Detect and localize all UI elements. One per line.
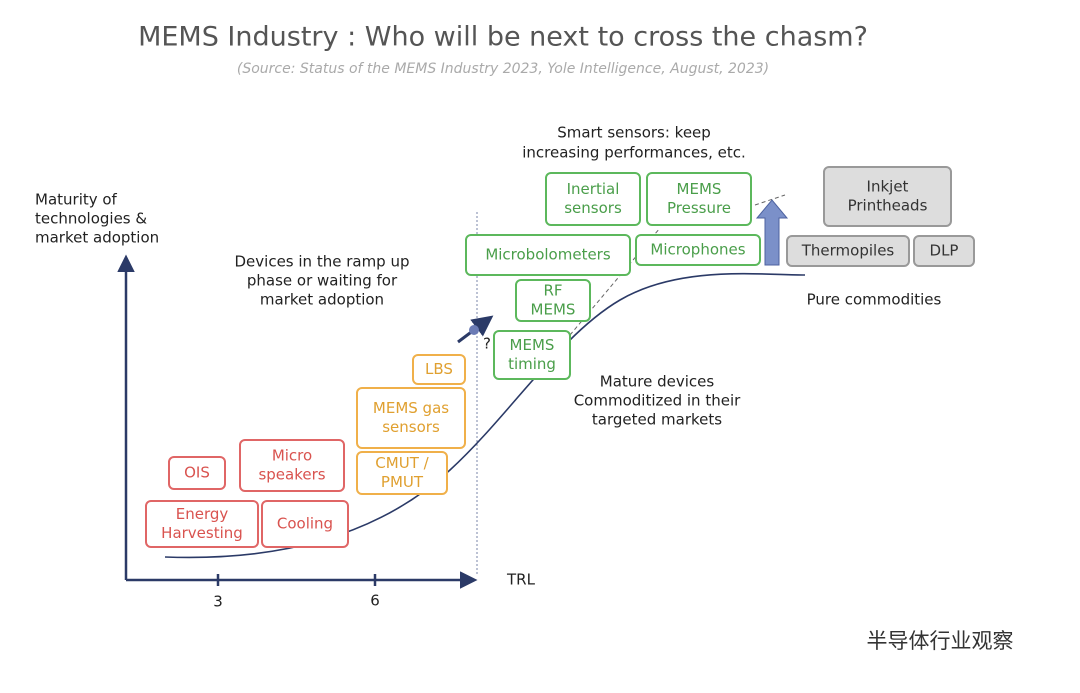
box: Cooling bbox=[261, 500, 349, 548]
box-label: sensors bbox=[382, 418, 440, 436]
box-label: MEMS bbox=[531, 301, 576, 319]
y-label: technologies & bbox=[35, 210, 147, 228]
box-label: MEMS gas bbox=[373, 399, 449, 417]
annotation: Pure commodities bbox=[807, 291, 942, 309]
subtitle: (Source: Status of the MEMS Industry 202… bbox=[237, 61, 769, 77]
box-label: RF bbox=[543, 282, 562, 300]
box-frame bbox=[635, 234, 761, 266]
box-label: Microbolometers bbox=[485, 246, 611, 264]
annotation: Devices in the ramp up bbox=[235, 253, 410, 271]
box-label: Micro bbox=[272, 447, 312, 465]
box: LBS bbox=[412, 354, 466, 385]
box-label: Inertial bbox=[567, 180, 620, 198]
box-label: Inkjet bbox=[867, 178, 909, 196]
box: CMUT /PMUT bbox=[356, 451, 448, 495]
y-label: Maturity of bbox=[35, 191, 118, 209]
up-arrow bbox=[755, 199, 789, 266]
box-label: Cooling bbox=[277, 515, 333, 533]
annotation: Mature devices bbox=[600, 373, 715, 391]
dashed-guide bbox=[754, 194, 786, 206]
x-tick-label: 6 bbox=[370, 592, 380, 610]
box-frame bbox=[823, 166, 952, 227]
box: Microbolometers bbox=[465, 234, 631, 276]
watermark: 半导体行业观察 bbox=[867, 629, 1014, 653]
box-frame bbox=[545, 172, 641, 226]
box-label: LBS bbox=[425, 360, 453, 378]
box-label: CMUT / bbox=[375, 454, 429, 472]
box-label: Thermopiles bbox=[801, 242, 895, 260]
box-label: OIS bbox=[184, 464, 210, 482]
box-frame bbox=[913, 235, 975, 267]
box-frame bbox=[145, 500, 259, 548]
box-frame bbox=[786, 235, 910, 267]
box-label: PMUT bbox=[381, 473, 424, 491]
box-frame bbox=[261, 500, 349, 548]
box-frame bbox=[168, 456, 226, 490]
box-label: Printheads bbox=[848, 197, 928, 215]
y-label: market adoption bbox=[35, 229, 159, 247]
box-label: Energy bbox=[176, 505, 229, 523]
x-tick-label: 3 bbox=[213, 593, 223, 611]
annotation: increasing performances, etc. bbox=[522, 144, 746, 162]
box-label: MEMS bbox=[510, 336, 555, 354]
box-label: sensors bbox=[564, 199, 622, 217]
annotation: Smart sensors: keep bbox=[557, 124, 711, 142]
annotation: phase or waiting for bbox=[247, 272, 398, 290]
box: DLP bbox=[913, 235, 975, 267]
annotation: targeted markets bbox=[592, 411, 722, 429]
box-frame bbox=[356, 387, 466, 449]
box-label: timing bbox=[508, 355, 556, 373]
box-label: DLP bbox=[930, 242, 959, 260]
annotation: Commoditized in their bbox=[574, 392, 741, 410]
annotation: market adoption bbox=[260, 291, 384, 309]
box-label: MEMS bbox=[677, 180, 722, 198]
box-frame bbox=[356, 451, 448, 495]
box-frame bbox=[465, 234, 631, 276]
box: Thermopiles bbox=[786, 235, 910, 267]
box: Microphones bbox=[635, 234, 761, 266]
box-label: Harvesting bbox=[161, 524, 243, 542]
box-frame bbox=[412, 354, 466, 385]
box-frame bbox=[239, 439, 345, 492]
box-frame bbox=[515, 279, 591, 322]
leap-icon bbox=[469, 325, 479, 335]
title: MEMS Industry : Who will be next to cros… bbox=[138, 22, 868, 53]
x-label: TRL bbox=[506, 571, 536, 589]
box-label: speakers bbox=[258, 466, 325, 484]
box-frame bbox=[493, 330, 571, 380]
box-frame bbox=[646, 172, 752, 226]
question: ? bbox=[483, 335, 491, 353]
box-label: Pressure bbox=[667, 199, 731, 217]
box-label: Microphones bbox=[650, 241, 745, 259]
box: OIS bbox=[168, 456, 226, 490]
